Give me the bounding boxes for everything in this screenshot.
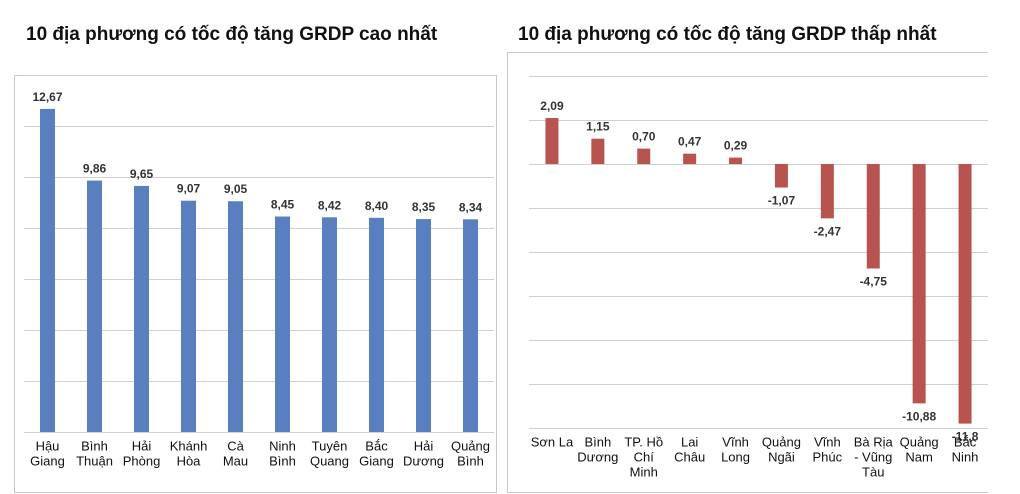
category-label: Hải Phòng <box>123 438 161 468</box>
data-label: 2,09 <box>540 99 564 113</box>
data-label: 9,65 <box>130 167 154 181</box>
category-label: Bình Thuận <box>76 438 113 468</box>
chart-lowest: 2,09 Sơn La 1,15 Bình Dương 0,70 TP. Hồ Chí Minh… <box>507 52 988 493</box>
bar <box>275 216 290 432</box>
data-label: 8,45 <box>271 198 295 212</box>
bar <box>181 200 196 432</box>
category-label: Bà Rịa - Vũng Tàu <box>854 434 894 479</box>
data-label: 0,70 <box>632 130 656 144</box>
data-label: -11,8 <box>952 430 979 444</box>
category-label: Hải Dương <box>403 438 444 468</box>
data-label: 9,05 <box>224 182 248 196</box>
category-label: Sơn La <box>531 434 574 449</box>
chart-title-lowest: 10 địa phương có tốc độ tăng GRDP thấp n… <box>518 24 937 45</box>
data-label: -1,07 <box>768 194 796 208</box>
category-label: Bắc Giang <box>359 438 394 468</box>
bar <box>369 217 384 432</box>
data-label: -10,88 <box>902 409 936 423</box>
category-label: Quảng Nam <box>900 434 939 464</box>
data-label: 9,07 <box>177 182 201 196</box>
bar <box>774 164 788 188</box>
data-label: 8,40 <box>365 199 389 213</box>
bar <box>912 164 926 404</box>
bar <box>866 164 880 269</box>
data-label: 8,35 <box>412 200 436 214</box>
bar <box>958 164 972 424</box>
bar <box>40 108 55 432</box>
data-label: 9,86 <box>83 162 107 176</box>
bar <box>416 219 431 432</box>
bar <box>637 148 651 164</box>
bar <box>228 201 243 432</box>
data-label: 0,47 <box>678 135 702 149</box>
data-label: -2,47 <box>814 224 842 238</box>
category-label: Cà Mau <box>223 438 248 468</box>
data-label: 12,67 <box>32 90 62 104</box>
data-label: 8,42 <box>318 198 342 212</box>
bar <box>87 180 102 432</box>
category-label: Bắc Ninh <box>952 434 979 464</box>
data-label: -4,75 <box>860 275 888 289</box>
category-label: Khánh Hòa <box>170 438 208 468</box>
category-label: Quảng Ngãi <box>762 434 801 464</box>
chart-highest: 12,67 Hậu Giang 9,86 Bình Thuận 9,65 Hải Phòng 9,… <box>14 75 497 493</box>
category-label: Vĩnh Long <box>721 434 750 464</box>
bar <box>591 138 605 164</box>
bar <box>463 219 478 432</box>
data-label: 0,29 <box>724 139 748 153</box>
data-label: 8,34 <box>459 200 483 214</box>
category-label: Hậu Giang <box>30 438 65 468</box>
bar <box>134 185 149 432</box>
bar <box>545 118 559 164</box>
category-label: Quảng Bình <box>451 438 490 468</box>
bar <box>820 164 834 219</box>
bar <box>683 153 697 164</box>
bar <box>322 217 337 432</box>
category-label: Lai Châu <box>674 434 705 464</box>
data-label: 1,15 <box>586 120 610 134</box>
chart-title-highest: 10 địa phương có tốc độ tăng GRDP cao nh… <box>26 24 438 45</box>
chart-border <box>507 52 988 493</box>
category-label: TP. Hồ Chí Minh <box>624 434 663 479</box>
category-label: Tuyên Quang <box>310 438 349 468</box>
bar <box>729 157 743 164</box>
category-label: Bình Dương <box>577 434 618 464</box>
category-label: Ninh Bình <box>269 438 296 468</box>
category-label: Vĩnh Phúc <box>813 434 843 464</box>
